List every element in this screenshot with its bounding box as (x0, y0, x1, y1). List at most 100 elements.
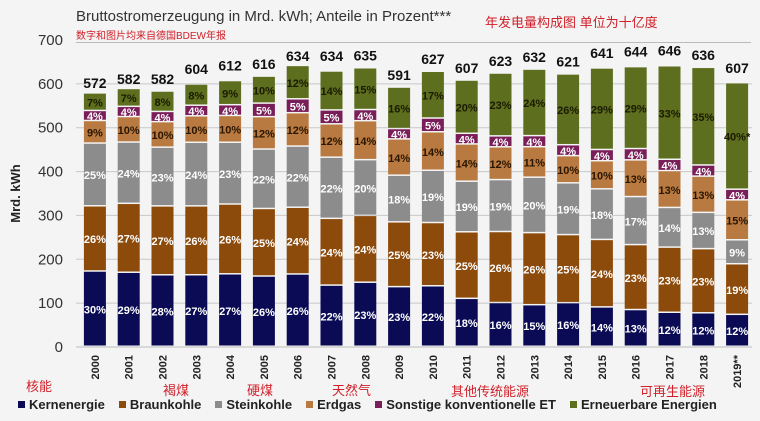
total-label: 641 (590, 45, 614, 61)
data-label: 29% (625, 103, 647, 115)
data-label: 10% (253, 85, 275, 97)
data-label: 22% (287, 172, 309, 184)
data-label: 4% (155, 112, 171, 124)
bar-segment (388, 222, 411, 286)
y-tick-label: 100 (38, 295, 63, 312)
total-label: 582 (151, 71, 175, 87)
data-label: 10% (557, 165, 579, 177)
data-label: 11% (524, 158, 546, 170)
x-tick-label: 2012 (496, 355, 508, 379)
bar-segment (590, 189, 613, 239)
legend-item: Steinkohle (215, 397, 292, 412)
x-tick-label: 2019** (732, 354, 744, 388)
data-label: 5% (256, 106, 272, 118)
bar-segment (455, 232, 478, 298)
bar-segment (252, 149, 275, 208)
data-label: 4% (628, 150, 644, 162)
bar-segment (523, 136, 546, 146)
data-label: 26% (287, 306, 309, 318)
total-label: 632 (523, 49, 547, 65)
data-label: 26% (523, 264, 545, 276)
bar-segment (658, 247, 681, 312)
bar-segment (658, 313, 681, 346)
data-label: 22% (320, 311, 342, 323)
bar-segment (83, 143, 106, 206)
bar-segment (624, 197, 647, 244)
data-label: 29% (591, 104, 613, 116)
bar-segment (185, 206, 208, 274)
data-label: 4% (459, 134, 475, 146)
data-label: 14% (658, 223, 680, 235)
data-label: 23% (422, 250, 444, 262)
bar-segment (726, 264, 749, 314)
bar-segment (219, 274, 242, 346)
data-label: 30% (84, 304, 106, 316)
data-label: 27% (219, 306, 241, 318)
legend: Kernenergie Braunkohle Steinkohle Erdgas Son… (18, 397, 717, 412)
data-label: 9% (222, 88, 238, 100)
data-label: 4% (357, 111, 373, 123)
bar-segment (692, 165, 715, 176)
data-label: 26% (185, 236, 207, 248)
bar-segment (320, 285, 343, 346)
data-label: 20% (456, 102, 478, 114)
bar-segment (624, 149, 647, 160)
bar-segment (219, 105, 242, 115)
data-label: 14% (422, 147, 444, 159)
bar-segment (252, 209, 275, 276)
data-label: 4% (695, 166, 711, 178)
cn-label-erdgas: 天然气 (332, 383, 372, 398)
data-label: 24% (320, 247, 342, 259)
chart-title: Bruttostromerzeugung in Mrd. kWh; Anteil… (76, 8, 452, 25)
data-label: 18% (388, 194, 410, 206)
total-label: 634 (286, 48, 310, 64)
title-divider (76, 42, 751, 43)
data-label: 23% (151, 172, 173, 184)
bar-segment (455, 181, 478, 232)
y-tick-label: 300 (38, 207, 63, 224)
bar-segment (151, 206, 174, 275)
bar-segment (354, 160, 377, 215)
data-label: 27% (185, 306, 207, 318)
bar-segment (421, 132, 444, 170)
data-label: 4% (594, 151, 610, 163)
data-label: 35% (692, 112, 714, 124)
total-label: 644 (624, 44, 648, 60)
data-label: 28% (151, 306, 173, 318)
cn-label-kernenergie: 核能 (26, 379, 53, 394)
data-label: 33% (658, 108, 680, 120)
data-label: 4% (560, 146, 576, 158)
bar-segment (692, 213, 715, 248)
data-label: 19% (456, 202, 478, 214)
data-label: 12% (287, 78, 309, 90)
y-tick-label: 700 (38, 32, 63, 49)
bar-segment (185, 275, 208, 346)
legend-swatch (118, 401, 126, 408)
total-label: 572 (83, 75, 107, 91)
total-label: 623 (489, 53, 513, 69)
data-label: 19% (422, 192, 444, 204)
legend-label: Kernenergie (29, 397, 105, 412)
total-label: 604 (185, 61, 209, 77)
data-label: 24% (354, 245, 376, 257)
bar-segment (388, 87, 411, 128)
legend-item: Erdgas (306, 397, 361, 412)
bar-segment (658, 208, 681, 247)
bar-segment (252, 76, 275, 103)
y-tick-label: 400 (38, 164, 63, 181)
data-label: 26% (489, 263, 511, 275)
bar-segment (219, 204, 242, 274)
bar-segment (219, 81, 242, 104)
bar-segment (557, 156, 580, 183)
bar-segment (185, 143, 208, 206)
data-label: 26% (557, 105, 579, 117)
bar-segment (151, 122, 174, 147)
bar-segment (489, 303, 512, 346)
bar-segment (421, 286, 444, 346)
x-tick-label: 2007 (327, 355, 339, 379)
bar-segment (354, 216, 377, 282)
bar-segment (320, 110, 343, 124)
data-label: 20% (354, 183, 376, 195)
data-label: 14% (456, 158, 478, 170)
bar-segment (658, 171, 681, 207)
